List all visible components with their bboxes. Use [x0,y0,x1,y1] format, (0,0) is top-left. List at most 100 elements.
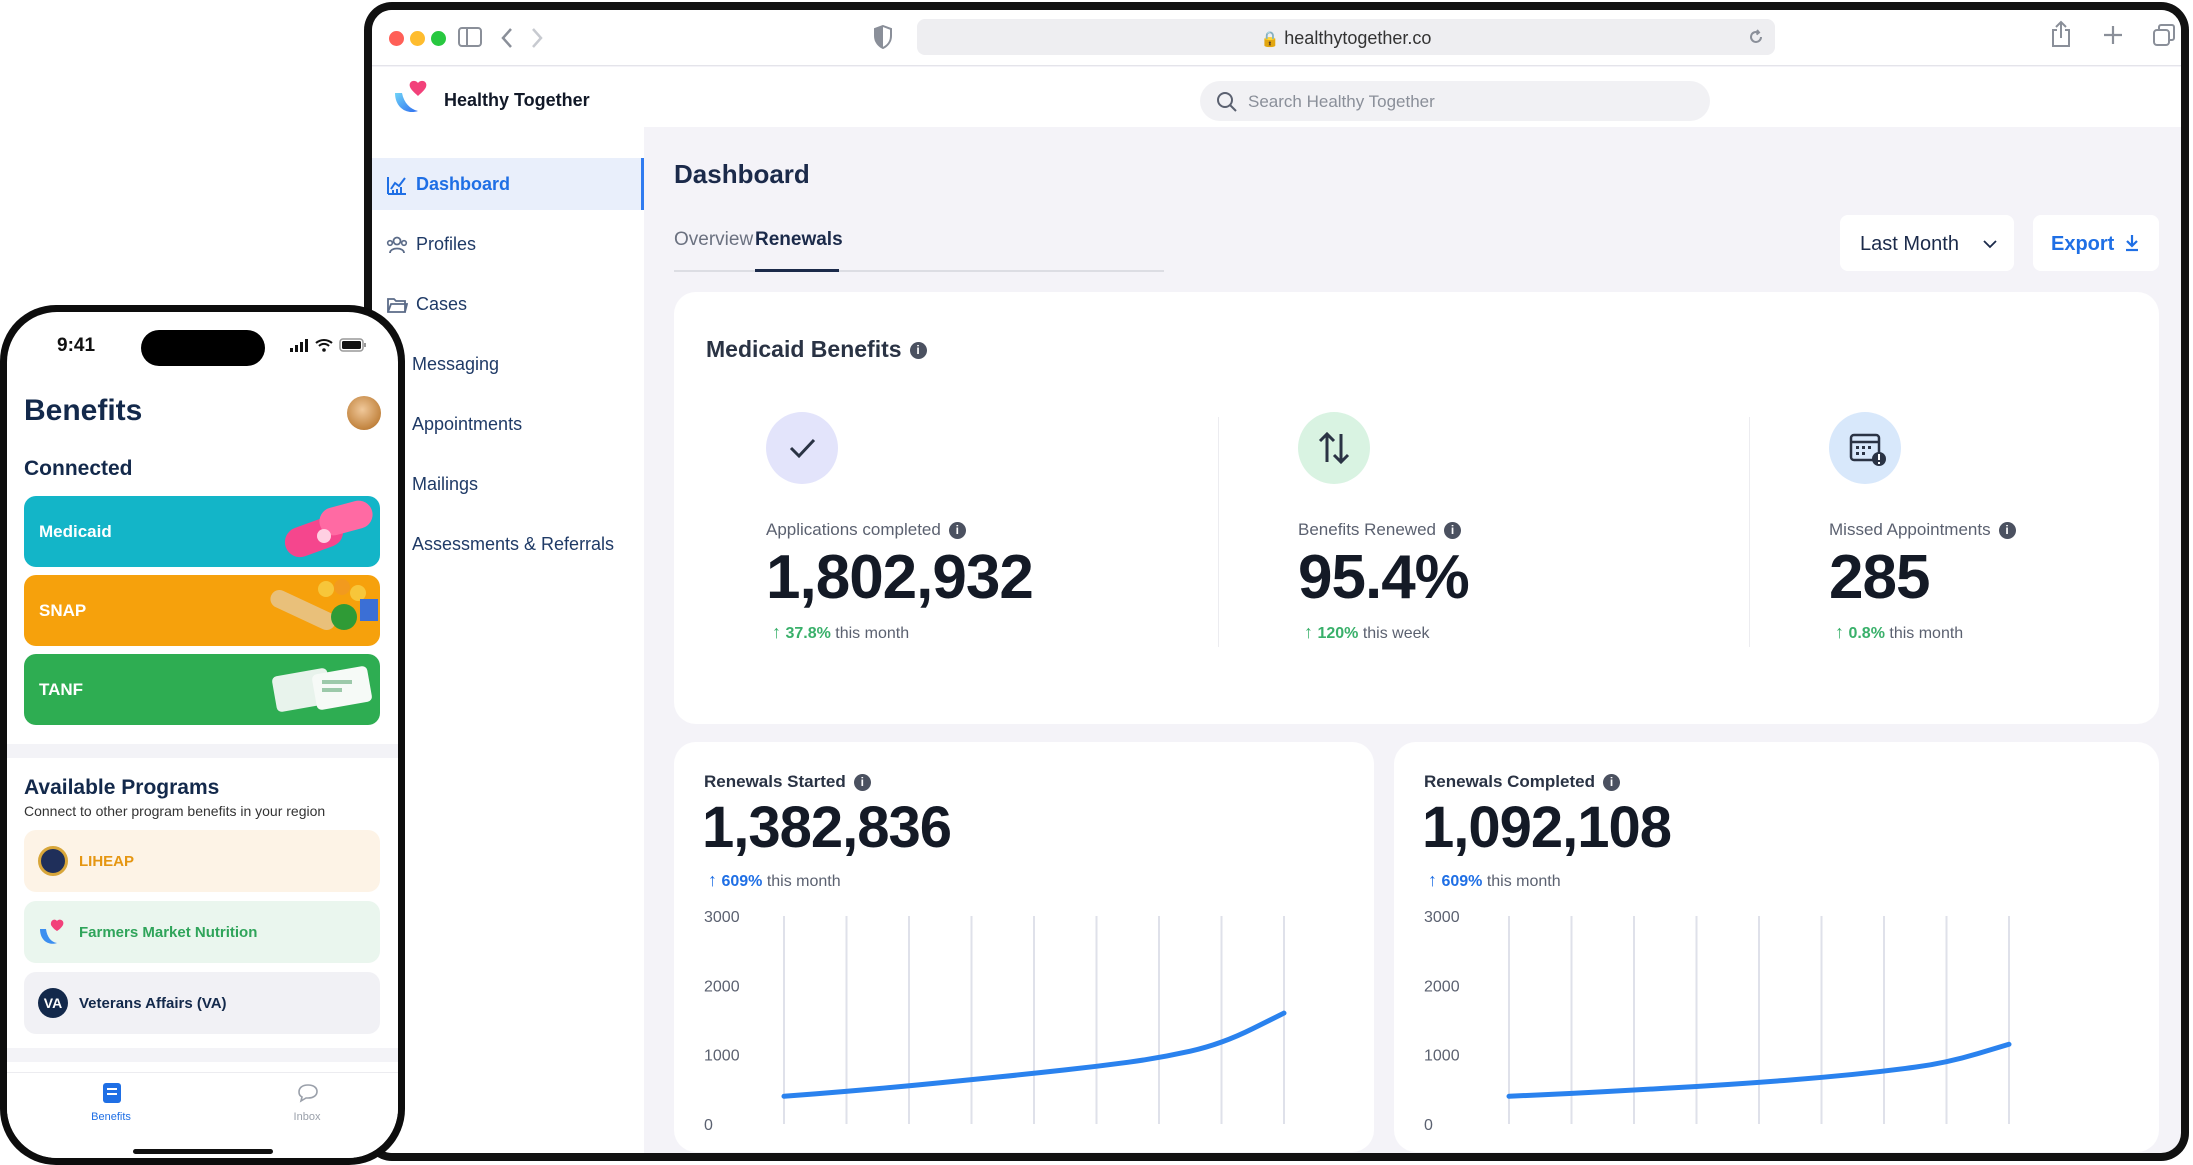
y-tick-label: 3000 [1424,909,1460,926]
divider [1218,417,1219,647]
info-icon[interactable]: i [948,522,966,540]
stat-value: 95.4% [1298,543,1470,612]
address-bar[interactable]: 🔒 healthytogether.co [917,19,1775,55]
sidebar-toggle-icon[interactable] [458,27,482,47]
section-heading-connected: Connected [24,457,133,480]
stat-value: 285 [1829,543,1930,612]
page-title: Benefits [24,394,143,427]
stat-change: 37.8% [785,625,831,642]
tab-inbox[interactable]: Inbox [267,1084,347,1123]
export-button[interactable]: Export [2033,215,2159,271]
tab-renewals[interactable]: Renewals [755,229,843,250]
period-select[interactable]: Last Month [1840,215,2014,271]
page-title: Dashboard [674,159,810,189]
renewals-completed-card: Renewals Completed i 1,092,108 ↑ 609% thi… [1394,742,2159,1152]
sidebar: Dashboard Profiles Cases Messaging Appoi… [372,127,644,1153]
chart-change: 609% [721,873,763,890]
stat-label-text: Benefits Renewed [1298,520,1436,539]
healthy-together-logo-icon[interactable] [392,77,432,117]
sidebar-item-label: Assessments & Referrals [412,534,615,554]
sidebar-item-label: Messaging [412,354,500,374]
bottom-tab-bar: Benefits Inbox [7,1072,398,1158]
stat-change: 0.8% [1848,625,1885,642]
renewals-completed-chart: 3000 2000 1000 0 [1424,909,2012,1134]
arrow-up-icon: ↑ [1835,622,1844,642]
sidebar-item-dashboard[interactable]: Dashboard [372,158,644,210]
chart-title: Renewals Started i [704,772,871,792]
minimize-window-button[interactable] [410,31,425,46]
chart-title: Renewals Completed i [1424,772,1620,792]
benefit-card-medicaid[interactable]: Medicaid [24,496,380,567]
tab-overview[interactable]: Overview [674,229,754,250]
share-icon[interactable] [2050,20,2072,48]
benefits-icon [103,1083,121,1103]
stat-missed-appointments: Missed Appointments i 285 ↑ 0.8% this mon… [1829,412,2181,652]
chart-period: this month [766,873,841,890]
renewals-started-chart: 3000 2000 1000 0 [704,909,1287,1134]
chart-change: 609% [1441,873,1483,890]
arrow-up-icon: ↑ [1304,622,1313,642]
sidebar-item-cases[interactable]: Cases [372,278,644,330]
heart-logo-icon [40,919,64,944]
chart-title-text: Renewals Completed [1424,772,1595,791]
maximize-window-button[interactable] [431,31,446,46]
sidebar-item-messaging[interactable]: Messaging [372,338,644,390]
calendar-icon [1829,412,1901,484]
dynamic-island [141,330,265,366]
chart-period: this month [1486,873,1561,890]
stat-applications-completed: Applications completed i 1,802,932 ↑ 37.8… [766,412,1166,652]
tab-benefits[interactable]: Benefits [71,1083,151,1123]
info-icon[interactable]: i [909,342,927,360]
info-icon[interactable]: i [1443,522,1461,540]
program-veterans-affairs[interactable]: VA Veterans Affairs (VA) [24,972,380,1034]
sidebar-item-label: Dashboard [416,174,511,194]
sidebar-item-label: Cases [416,294,468,314]
sidebar-item-profiles[interactable]: Profiles [372,218,644,270]
divider [1749,417,1750,647]
arrow-up-icon: ↑ [1428,870,1437,890]
card-title-text: Medicaid Benefits [706,336,902,362]
tabs-underline [674,270,1164,272]
info-icon[interactable]: i [1998,522,2016,540]
sidebar-item-appointments[interactable]: Appointments [372,398,644,450]
stat-label-text: Missed Appointments [1829,520,1991,539]
medicaid-benefits-card: Medicaid Benefits i Applications complete… [674,292,2159,724]
seal-icon [38,846,68,876]
tabs-overview-icon[interactable] [2152,23,2176,47]
chat-icon [298,1084,318,1103]
arrows-up-down-icon [1298,412,1370,484]
program-liheap[interactable]: LIHEAP [24,830,380,892]
y-tick-label: 0 [1424,1117,1433,1134]
program-farmers-market-nutrition[interactable]: Farmers Market Nutrition [24,901,380,963]
status-bar-time: 9:41 [57,335,96,356]
forward-icon[interactable] [530,27,544,49]
y-tick-label: 0 [704,1117,713,1134]
new-tab-icon[interactable] [2102,24,2124,46]
reload-icon[interactable] [1747,28,1765,46]
sidebar-item-mailings[interactable]: Mailings [372,458,644,510]
groceries-icon [270,579,378,630]
lock-icon: 🔒 [1260,31,1280,48]
program-label: Veterans Affairs (VA) [79,995,227,1012]
benefit-card-tanf[interactable]: TANF [24,654,380,725]
series-line [781,1010,1287,1099]
stat-benefits-renewed: Benefits Renewed i 95.4% ↑ 120% this week [1298,412,1698,652]
stat-value: 1,802,932 [766,543,1034,612]
browser-content: 🔒 healthytogether.co Healthy Together Se… [372,10,2181,1153]
close-window-button[interactable] [389,31,404,46]
shield-icon[interactable] [874,25,892,49]
search-input[interactable]: Search Healthy Together [1200,81,1710,121]
info-icon[interactable]: i [853,774,871,792]
y-tick-label: 1000 [1424,1048,1460,1065]
stat-period: this month [835,625,910,642]
back-icon[interactable] [500,27,514,49]
avatar[interactable] [347,396,381,430]
app-name: Healthy Together [444,90,590,110]
sidebar-item-assessments-referrals[interactable]: Assessments & Referrals [372,518,644,570]
info-icon[interactable]: i [1603,774,1620,792]
benefit-card-snap[interactable]: SNAP [24,575,380,646]
benefit-card-label: Medicaid [39,522,112,541]
benefit-card-label: TANF [39,680,84,699]
tab-label: Benefits [91,1111,131,1123]
chart-total-value: 1,092,108 [1422,795,1672,860]
